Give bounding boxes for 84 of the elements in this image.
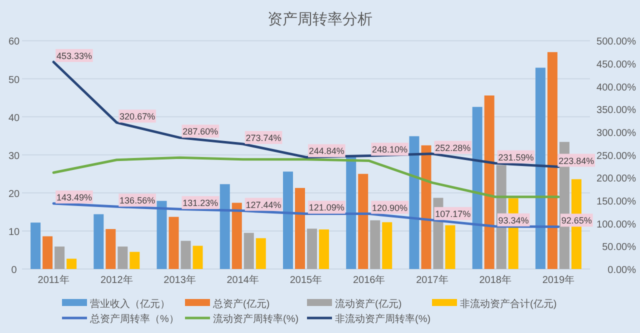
bar [346, 156, 356, 269]
bar [168, 216, 179, 269]
bar [42, 236, 53, 269]
legend-label: 流动资产(亿元) [335, 298, 402, 310]
bar [535, 68, 546, 269]
x-tick-label: 2017年 [416, 274, 448, 286]
bar [382, 222, 392, 269]
bar [130, 252, 140, 269]
bar [94, 214, 104, 269]
legend-label: 总资产周转率（%） [89, 313, 179, 325]
y2-tick-label: 200.00% [596, 174, 636, 185]
data-label: 244.84% [308, 146, 344, 156]
bar [484, 95, 494, 269]
bar [358, 174, 368, 269]
data-label: 127.44% [246, 200, 282, 210]
data-label: 143.49% [56, 192, 92, 202]
data-label: 92.65% [561, 216, 592, 226]
y2-tick-label: 300.00% [596, 128, 636, 140]
bar [409, 136, 420, 269]
y2-tick-label: 150.00% [596, 196, 636, 208]
data-label: 252.28% [435, 142, 471, 153]
data-label: 136.56% [120, 196, 156, 206]
legend-label: 非流动资产合计(亿元) [460, 298, 557, 310]
y2-tick-label: 350.00% [596, 105, 636, 116]
data-label: 453.33% [56, 51, 92, 62]
data-label: 223.84% [558, 156, 594, 166]
bar [54, 246, 65, 269]
bar [118, 246, 128, 269]
bar [445, 225, 456, 269]
x-tick-label: 2015年 [290, 274, 322, 286]
bar [156, 200, 167, 269]
y-tick-label: 50 [8, 74, 20, 86]
y-tick-label: 40 [8, 112, 20, 124]
data-label: 131.23% [182, 198, 218, 208]
data-label: 93.34% [498, 215, 529, 226]
y-tick-label: 0 [11, 265, 18, 276]
x-tick-label: 2014年 [226, 274, 260, 286]
y2-tick-label: 0.00% [608, 265, 636, 276]
bar [220, 184, 230, 269]
bar [180, 240, 191, 269]
bar [370, 220, 380, 269]
legend-label: 非流动资产周转率(%) [335, 313, 431, 325]
y-tick-label: 30 [8, 150, 20, 162]
bar [66, 258, 77, 269]
data-label: 320.67% [120, 112, 156, 122]
y2-tick-label: 100.00% [596, 219, 636, 230]
bar [106, 229, 116, 269]
bar [547, 52, 558, 269]
bar [319, 229, 329, 269]
bar [244, 232, 254, 269]
bar [307, 228, 317, 269]
y-tick-label: 60 [8, 36, 20, 48]
y-tick-label: 10 [8, 226, 20, 238]
x-tick-label: 2013年 [164, 274, 196, 286]
y2-tick-label: 250.00% [596, 150, 636, 162]
y2-tick-label: 500.00% [596, 36, 636, 48]
data-label: 287.60% [182, 126, 218, 137]
bar [30, 222, 41, 269]
data-label: 273.74% [246, 133, 282, 144]
bar [283, 172, 293, 269]
y-tick-label: 20 [8, 188, 20, 200]
bar [256, 238, 266, 269]
bar [472, 106, 482, 269]
x-tick-label: 2011年 [38, 274, 70, 286]
bar [192, 246, 203, 269]
legend-label: 总资产(亿元) [212, 298, 270, 310]
x-tick-label: 2012年 [100, 274, 133, 286]
data-label: 231.59% [498, 152, 534, 162]
y2-tick-label: 450.00% [596, 60, 636, 71]
chart-title: 资产周转率分析 [268, 11, 372, 28]
data-label: 107.17% [435, 209, 471, 220]
data-label: 121.09% [308, 202, 344, 213]
legend-label: 营业收入（亿元） [90, 298, 170, 310]
data-label: 248.10% [372, 144, 408, 155]
x-tick-label: 2018年 [479, 274, 512, 286]
bar [295, 188, 305, 269]
x-tick-label: 2019年 [542, 274, 575, 286]
y2-tick-label: 400.00% [596, 82, 636, 94]
data-label: 120.90% [372, 202, 408, 213]
legend-label: 流动资产周转率(%) [213, 313, 299, 325]
bar [232, 202, 242, 269]
x-tick-label: 2016年 [352, 274, 386, 286]
y2-tick-label: 50.00% [602, 242, 636, 254]
bar [421, 145, 432, 269]
